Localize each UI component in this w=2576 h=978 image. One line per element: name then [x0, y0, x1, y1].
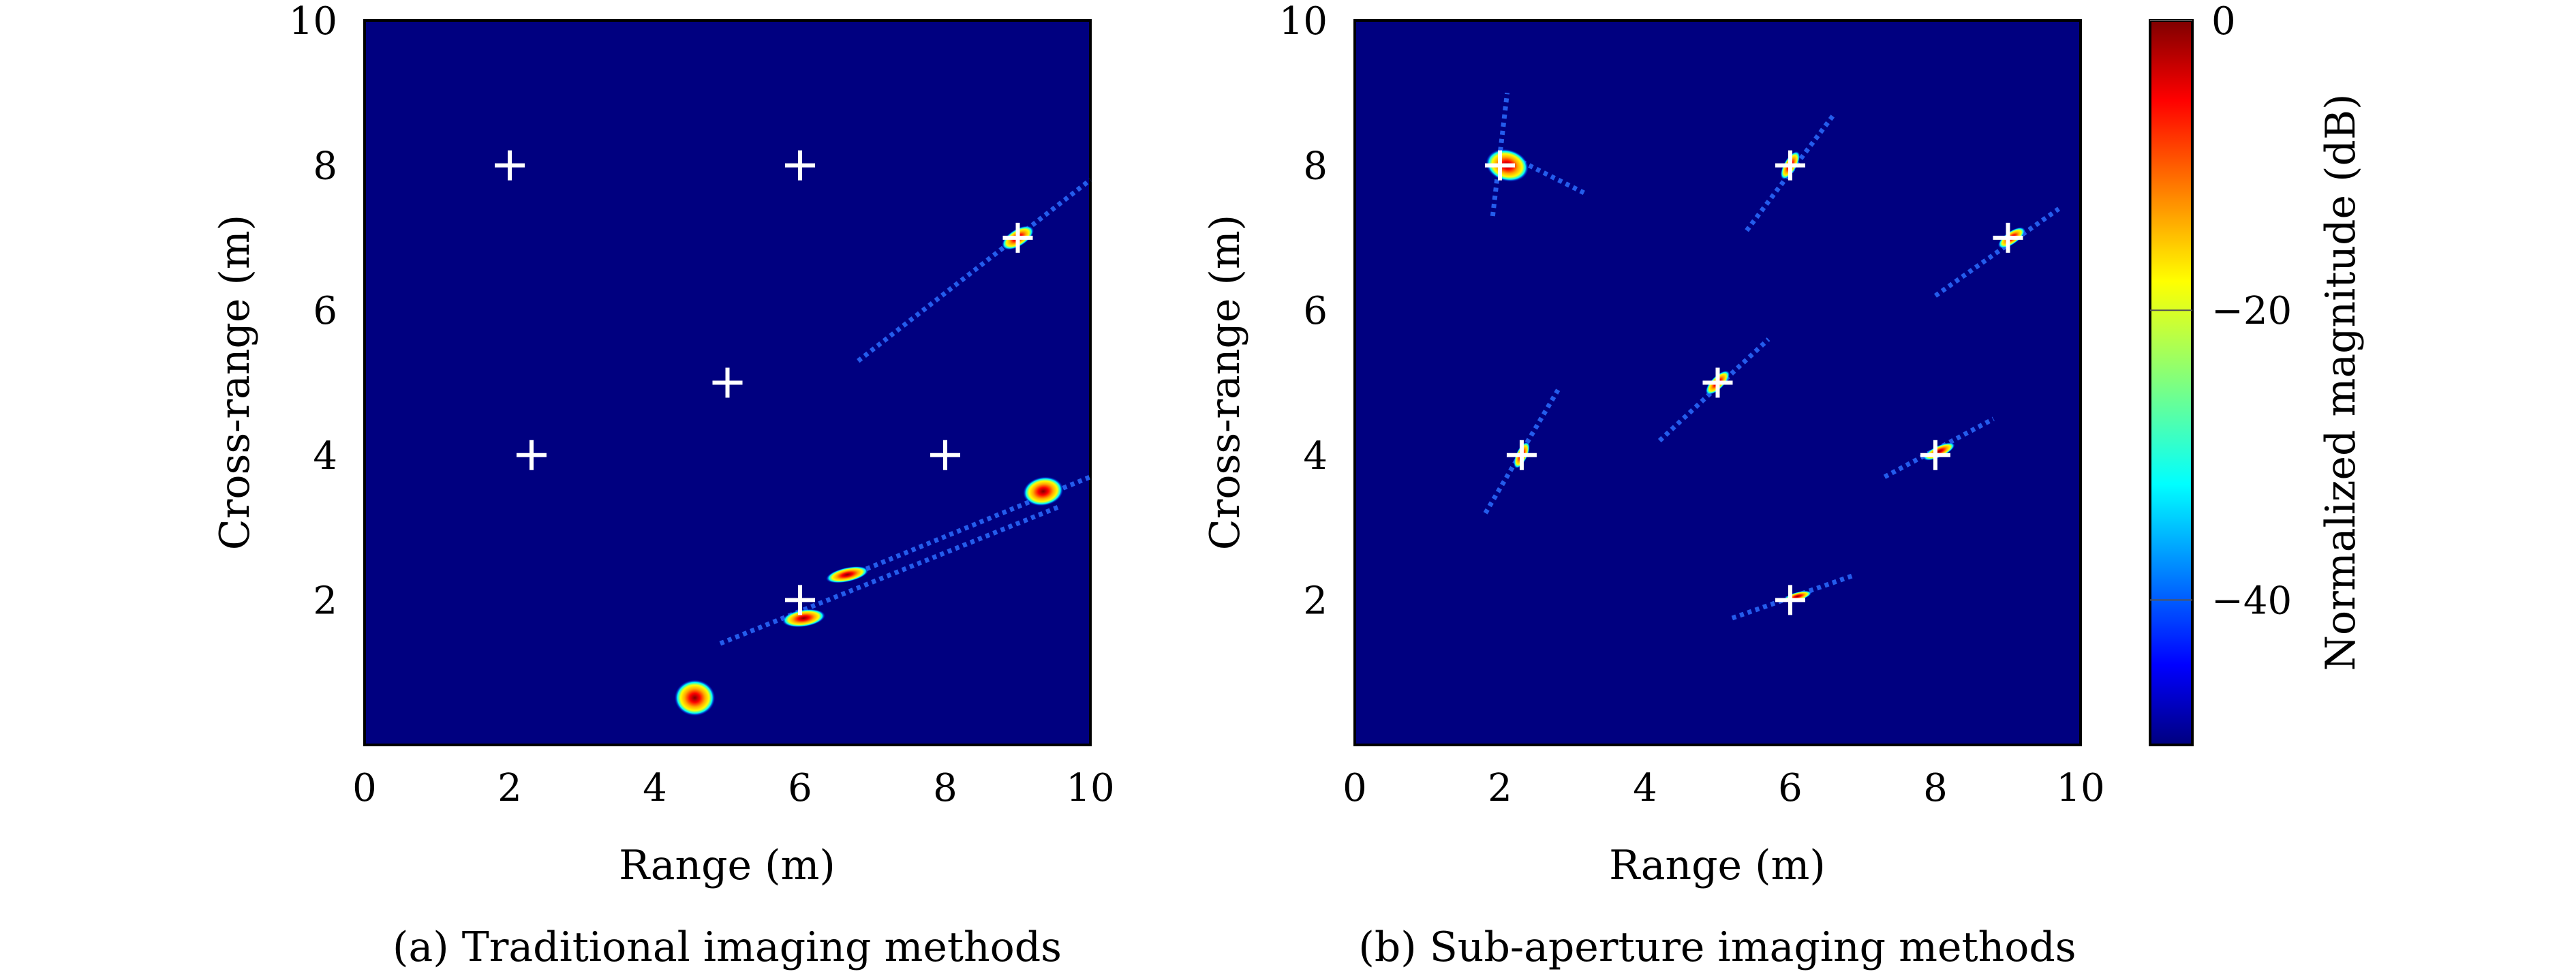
x-axis-label: Range (m): [1609, 842, 1826, 889]
x-tick-label: 4: [643, 766, 667, 810]
target-response: [674, 679, 716, 716]
y-tick-label: 2: [313, 579, 337, 623]
colorbar-tick-label: −20: [2211, 289, 2292, 333]
y-tick-label: 2: [1303, 579, 1328, 623]
x-tick-label: 2: [1488, 766, 1512, 810]
y-tick-labels: 2 4 6 8 10: [289, 0, 337, 623]
x-tick-label: 4: [1633, 766, 1657, 810]
target-marker: [785, 150, 815, 181]
target-marker: [712, 367, 743, 398]
target-response: [825, 566, 869, 583]
y-tick-label: 4: [1303, 434, 1328, 478]
y-tick-label: 6: [313, 289, 337, 333]
target-marker: [516, 440, 547, 470]
x-tick-label: 2: [497, 766, 522, 810]
sidelobe-streak: [1513, 155, 1589, 197]
true-target-markers: [495, 150, 1033, 615]
panel-sub-aperture: 0 2 4 6 8 10 2 4 6 8 10 Range (m) Cross-range (m)…: [1201, 0, 2105, 971]
caption: (a) Traditional imaging methods: [393, 923, 1062, 971]
target-marker: [1002, 222, 1033, 253]
colorbar-ticks: 0 −20 −40: [2150, 0, 2292, 623]
colorbar-tick-label: −40: [2211, 579, 2292, 623]
x-tick-label: 6: [1778, 766, 1803, 810]
target-marker: [785, 585, 815, 615]
sidelobe-streak: [1933, 207, 2061, 298]
target-responses: [674, 226, 1064, 716]
x-tick-label: 8: [933, 766, 957, 810]
y-tick-label: 8: [313, 144, 337, 189]
x-tick-labels: 0 2 4 6 8 10: [352, 766, 1114, 810]
x-tick-label: 10: [2056, 766, 2104, 810]
target-marker: [930, 440, 960, 470]
sidelobe-streak: [857, 178, 1092, 363]
y-tick-labels: 2 4 6 8 10: [1279, 0, 1328, 623]
x-tick-labels: 0 2 4 6 8 10: [1343, 766, 2104, 810]
target-response: [782, 609, 826, 628]
target-marker: [1775, 585, 1805, 615]
colorbar-gradient: [2149, 19, 2194, 746]
x-tick-label: 6: [788, 766, 812, 810]
target-marker: [495, 150, 525, 181]
y-tick-label: 10: [289, 0, 337, 44]
y-tick-label: 8: [1303, 144, 1328, 189]
panel-traditional: 0 2 4 6 8 10 2 4 6 8 10 Range (m) Cross-range (m)…: [211, 0, 1115, 971]
target-marker: [1920, 440, 1950, 470]
x-tick-label: 8: [1923, 766, 1948, 810]
y-axis-label: Cross-range (m): [1201, 215, 1249, 550]
colorbar: 0 −20 −40 Normalized magnitude (dB): [2149, 0, 2365, 746]
sidelobe-streak: [1731, 572, 1857, 621]
colorbar-label: Normalized magnitude (dB): [2317, 94, 2365, 671]
y-tick-label: 6: [1303, 289, 1328, 333]
x-tick-label: 0: [352, 766, 377, 810]
colorbar-tick-label: 0: [2211, 0, 2236, 44]
target-marker: [1775, 150, 1805, 181]
y-tick-label: 4: [313, 434, 337, 478]
x-tick-label: 0: [1343, 766, 1367, 810]
y-tick-label: 10: [1279, 0, 1328, 44]
x-tick-label: 10: [1066, 766, 1114, 810]
y-axis-label: Cross-range (m): [211, 215, 259, 550]
target-marker: [1506, 440, 1537, 470]
true-target-markers: [1485, 150, 2023, 615]
caption: (b) Sub-aperture imaging methods: [1358, 923, 2076, 971]
target-response: [1023, 476, 1064, 506]
target-marker: [1702, 367, 1733, 398]
target-marker: [1993, 222, 2023, 253]
x-axis-label: Range (m): [619, 842, 835, 889]
target-marker: [1485, 150, 1515, 181]
sidelobe-streak: [719, 503, 1062, 646]
